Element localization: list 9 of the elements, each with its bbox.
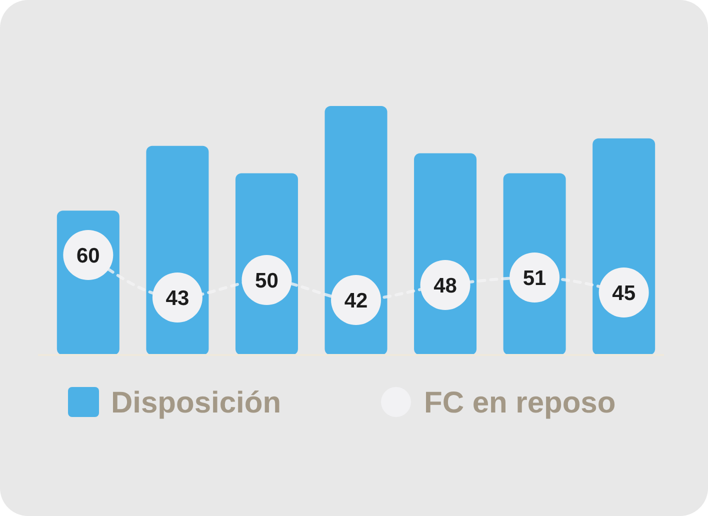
data-label: 48 xyxy=(434,274,458,298)
legend-label: FC en reposo xyxy=(424,386,616,420)
data-label: 50 xyxy=(255,269,278,292)
data-label: 60 xyxy=(76,244,100,268)
data-label: 45 xyxy=(612,282,636,305)
legend-label: Disposición xyxy=(111,386,282,420)
data-label: 51 xyxy=(522,266,547,290)
data-label: 42 xyxy=(344,289,368,312)
data-label: 43 xyxy=(166,286,190,310)
